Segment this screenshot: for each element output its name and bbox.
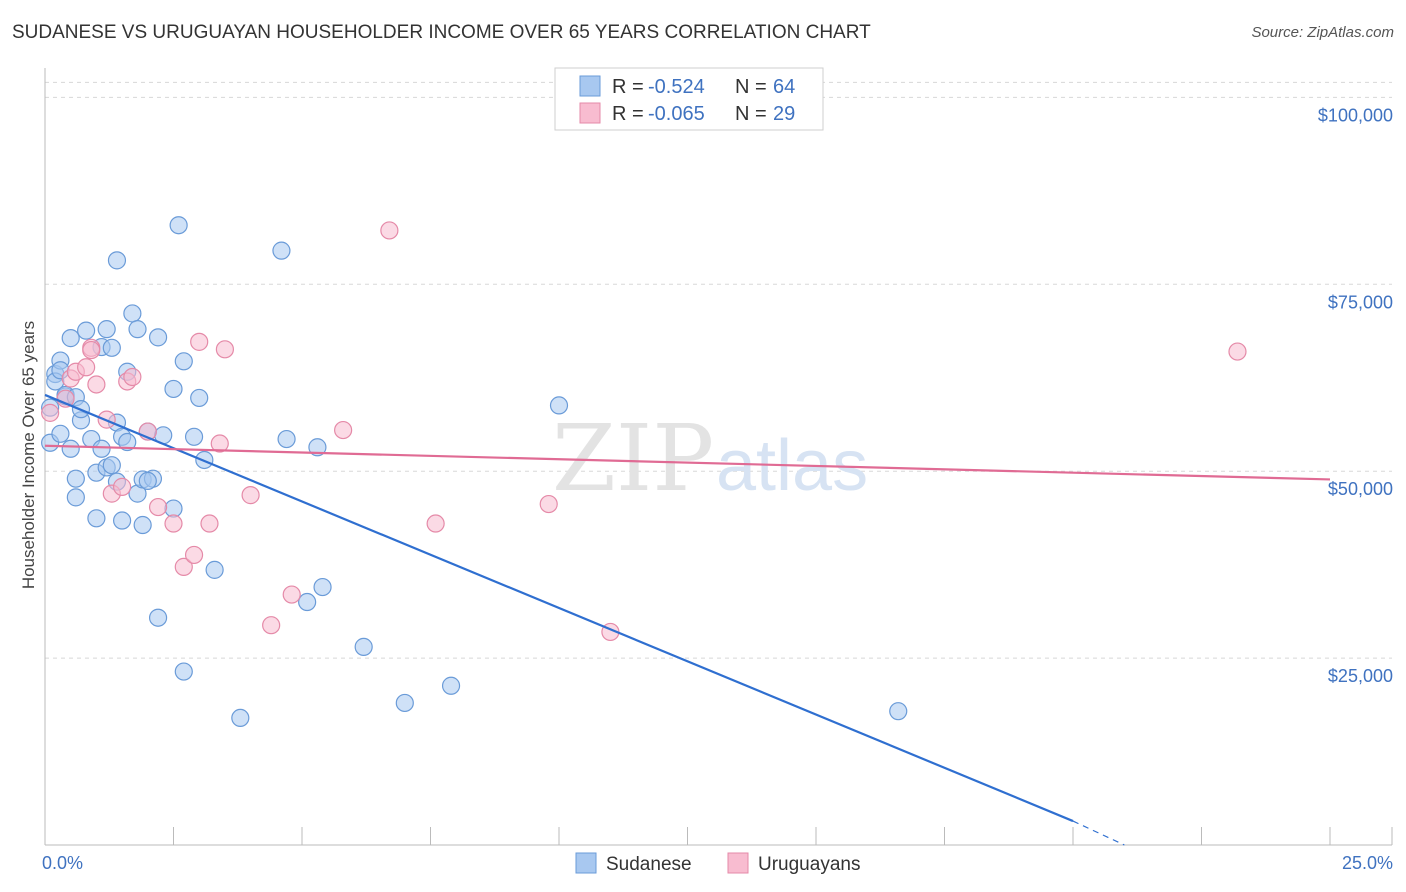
y-axis-label: Householder Income Over 65 years	[19, 321, 38, 589]
trend-line-sudanese-extension	[1072, 820, 1125, 846]
uruguayan-point	[123, 367, 142, 387]
uruguayan-point	[164, 514, 183, 533]
sudanese-point	[61, 329, 80, 348]
legend-swatch-uruguayans	[579, 102, 601, 124]
legend-n-label-sudanese: N =	[735, 76, 767, 98]
watermark: ZIP atlas	[552, 405, 868, 512]
sudanese-point	[277, 429, 296, 449]
uruguayan-point	[262, 616, 281, 635]
sudanese-point	[66, 488, 85, 507]
uruguayan-point	[215, 340, 234, 359]
uruguayan-point	[112, 477, 132, 496]
sudanese-point	[169, 216, 188, 235]
trend-line-sudanese	[44, 393, 1074, 823]
uruguayan-point	[190, 332, 209, 351]
sudanese-point	[205, 560, 224, 579]
sudanese-point	[61, 439, 80, 458]
uruguayan-point	[77, 358, 96, 377]
legend-r-value-uruguayans: -0.065	[648, 103, 705, 125]
x-tick-label-max: 25.0%	[1342, 853, 1393, 873]
correlation-legend: R = -0.524 N = 64 R = -0.065 N = 29	[554, 67, 824, 131]
uruguayan-point	[56, 389, 75, 408]
grid	[45, 81, 1392, 659]
sudanese-point	[184, 427, 204, 446]
uruguayan-point	[426, 514, 445, 533]
sudanese-point	[128, 320, 147, 339]
sudanese-point	[66, 469, 85, 488]
y-tick-label: $25,000	[1328, 666, 1393, 686]
sudanese-point	[107, 251, 127, 270]
uruguayan-point	[282, 585, 301, 604]
sudanese-point	[174, 662, 193, 681]
legend-r-label-uruguayans: R =	[612, 103, 644, 125]
sudanese-point	[97, 320, 116, 339]
legend-n-value-uruguayans: 29	[773, 103, 795, 125]
uruguayan-point	[41, 403, 60, 422]
sudanese-point	[133, 515, 152, 535]
data-points	[41, 216, 1247, 728]
uruguayan-point	[1228, 342, 1247, 361]
series-legend: Sudanese Uruguayans	[575, 852, 860, 875]
y-tick-label: $75,000	[1328, 292, 1393, 312]
sudanese-point	[138, 471, 157, 491]
sudanese-point	[298, 592, 317, 612]
sudanese-point	[123, 304, 142, 323]
uruguayan-point	[148, 497, 168, 517]
sudanese-point	[118, 432, 137, 452]
uruguayan-point	[241, 486, 260, 505]
sudanese-point	[92, 439, 111, 458]
sudanese-point	[190, 388, 209, 408]
sudanese-point	[148, 608, 168, 627]
sudanese-point	[231, 708, 250, 728]
sudanese-point	[164, 379, 183, 399]
legend-r-label-sudanese: R =	[612, 76, 644, 98]
uruguayan-point	[210, 434, 229, 453]
bottom-legend-label-sudanese: Sudanese	[606, 854, 692, 875]
watermark-zip: ZIP	[552, 405, 714, 512]
sudanese-point	[148, 328, 168, 347]
uruguayan-point	[184, 545, 204, 565]
uruguayan-point	[82, 340, 101, 360]
bottom-legend-swatch-sudanese	[575, 852, 597, 874]
uruguayan-point	[87, 375, 106, 394]
axes: $25,000 $50,000 $75,000 $100,000 0.0% 25.0%	[42, 68, 1393, 873]
y-tick-label: $50,000	[1328, 479, 1393, 499]
uruguayan-point	[334, 420, 353, 440]
uruguayan-point	[539, 494, 558, 514]
sudanese-point	[441, 676, 461, 695]
sudanese-point	[354, 637, 373, 656]
sudanese-point	[77, 321, 96, 340]
sudanese-point	[272, 241, 291, 260]
trend-lines	[44, 393, 1331, 846]
sudanese-point	[51, 424, 70, 443]
chart-title: SUDANESE VS URUGUAYAN HOUSEHOLDER INCOME…	[12, 22, 871, 43]
uruguayan-point	[380, 221, 399, 240]
sudanese-point	[308, 438, 327, 457]
x-tick-label-min: 0.0%	[42, 853, 83, 873]
sudanese-point	[889, 702, 908, 721]
legend-swatch-sudanese	[579, 75, 601, 97]
sudanese-point	[313, 577, 332, 597]
sudanese-point	[174, 352, 193, 371]
bottom-legend-label-uruguayans: Uruguayans	[758, 854, 860, 875]
legend-n-value-sudanese: 64	[773, 76, 795, 98]
uruguayan-point	[174, 557, 193, 576]
sudanese-point	[102, 456, 121, 475]
legend-r-value-sudanese: -0.524	[648, 76, 705, 98]
uruguayan-point	[200, 514, 219, 533]
legend-n-label-uruguayans: N =	[735, 103, 767, 125]
sudanese-point	[395, 693, 414, 713]
sudanese-point	[102, 338, 121, 357]
sudanese-point	[112, 511, 132, 530]
sudanese-point	[549, 396, 569, 415]
trend-line-uruguayans	[44, 444, 1331, 481]
chart-source: Source: ZipAtlas.com	[1251, 24, 1394, 41]
bottom-legend-swatch-uruguayans	[727, 852, 749, 874]
y-tick-label: $100,000	[1318, 105, 1393, 125]
sudanese-point	[87, 509, 106, 528]
